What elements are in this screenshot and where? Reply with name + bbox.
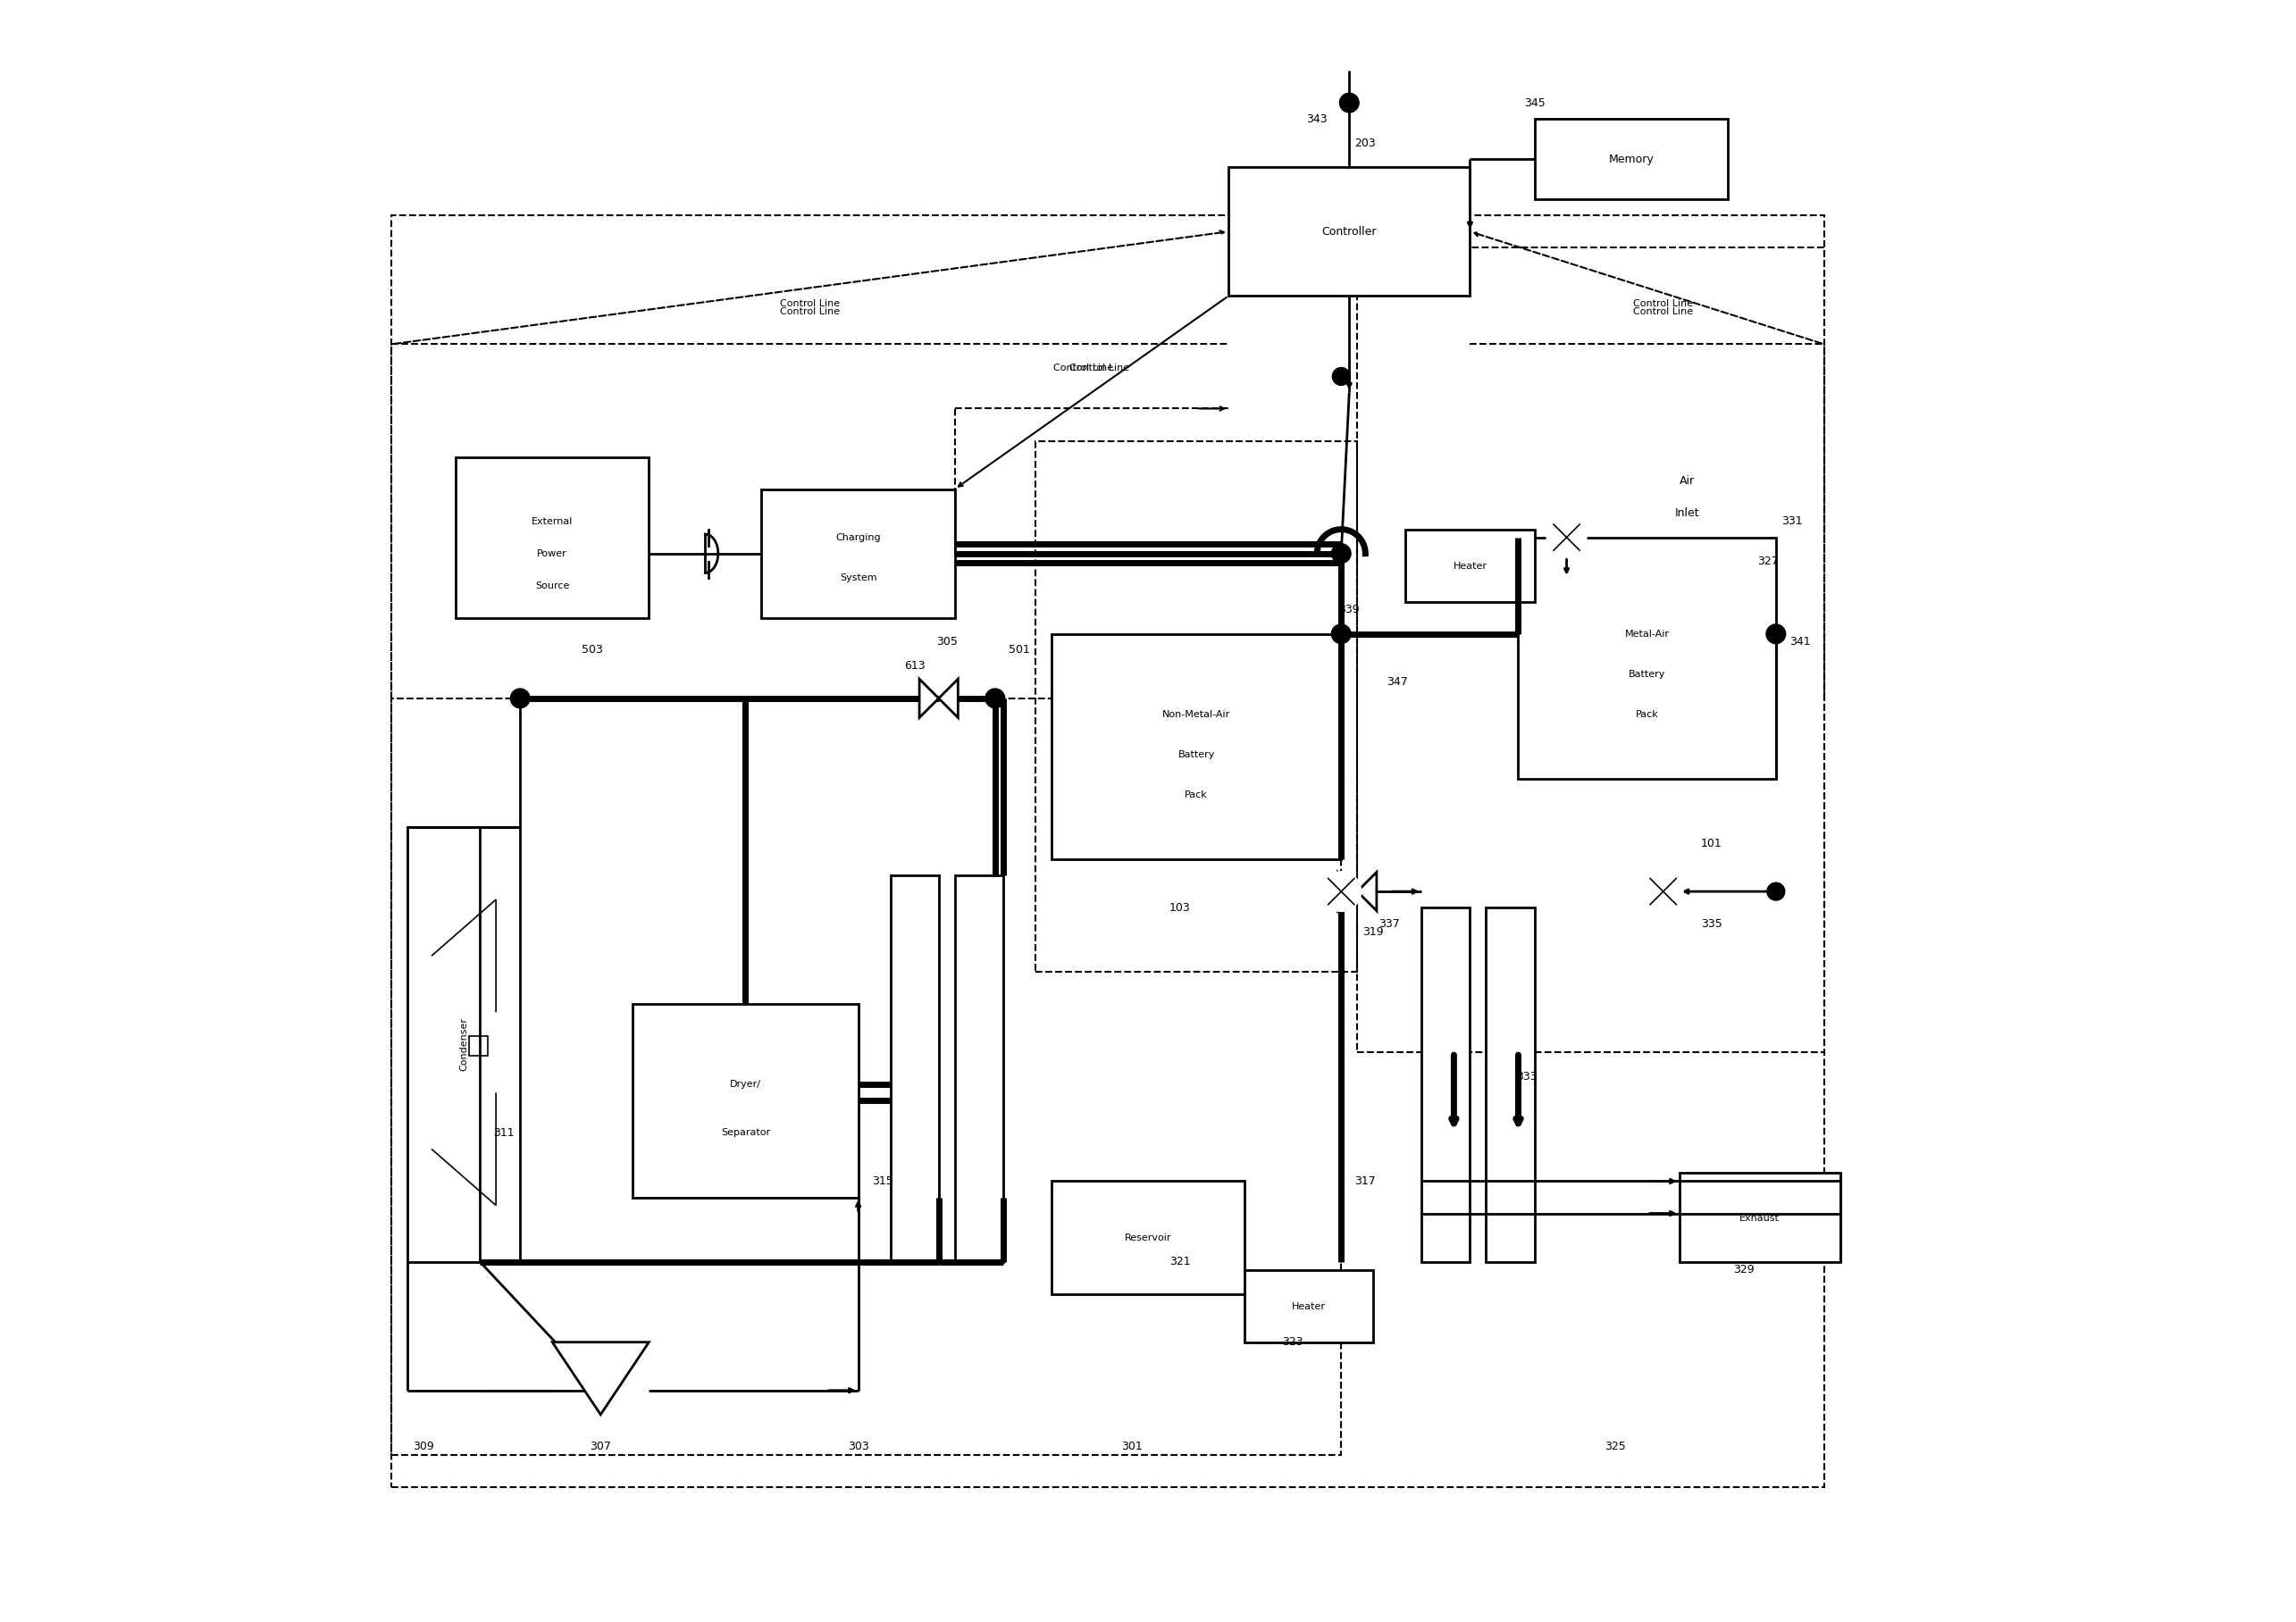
Text: 301: 301 (1120, 1440, 1143, 1453)
Text: 503: 503 (581, 644, 604, 655)
Text: 329: 329 (1733, 1264, 1754, 1275)
Bar (891, 876, 939, 1262)
Text: 341: 341 (1789, 636, 1812, 647)
Circle shape (1644, 873, 1683, 912)
Text: Memory: Memory (1607, 154, 1653, 165)
Bar (468, 1036, 489, 1056)
Text: 317: 317 (1355, 1176, 1375, 1187)
Text: Control Line: Control Line (1632, 300, 1692, 308)
Text: System: System (840, 573, 877, 582)
Text: 315: 315 (872, 1176, 893, 1187)
Circle shape (512, 689, 528, 707)
Text: Reservoir: Reservoir (1125, 1233, 1171, 1242)
Text: 331: 331 (1782, 516, 1802, 527)
Text: Heater: Heater (1453, 561, 1488, 571)
Text: Control Line: Control Line (781, 308, 840, 316)
Bar (1052, 1181, 1244, 1294)
Text: 347: 347 (1387, 676, 1407, 688)
Text: Pack: Pack (1185, 790, 1208, 800)
Circle shape (510, 689, 530, 707)
Bar (1244, 1270, 1373, 1341)
Text: Source: Source (535, 581, 569, 590)
Polygon shape (553, 1341, 650, 1414)
Text: 339: 339 (1339, 603, 1359, 616)
Text: Condenser: Condenser (459, 1017, 468, 1071)
Text: 311: 311 (494, 1127, 514, 1139)
Text: 323: 323 (1283, 1337, 1304, 1348)
Text: Charging: Charging (836, 534, 882, 542)
Polygon shape (939, 680, 957, 717)
Bar (1357, 248, 1825, 1053)
Text: Power: Power (537, 548, 567, 558)
Polygon shape (918, 680, 939, 717)
Text: Pack: Pack (1635, 710, 1658, 719)
Bar (1421, 908, 1469, 1262)
Text: 321: 321 (1169, 1255, 1192, 1267)
Circle shape (1768, 882, 1784, 900)
Text: 327: 327 (1756, 556, 1779, 568)
Text: Heater: Heater (1293, 1302, 1327, 1311)
Text: 325: 325 (1605, 1440, 1626, 1453)
Circle shape (1332, 624, 1350, 642)
Text: Inlet: Inlet (1676, 508, 1699, 519)
Bar (1678, 1173, 1841, 1262)
Circle shape (1339, 92, 1359, 112)
Bar (634, 1004, 859, 1197)
Text: 307: 307 (590, 1440, 611, 1453)
Text: 333: 333 (1515, 1071, 1536, 1082)
Circle shape (1332, 624, 1350, 644)
Bar (955, 876, 1003, 1262)
Text: 303: 303 (847, 1440, 868, 1453)
Text: 305: 305 (937, 636, 957, 647)
Bar (1405, 529, 1534, 602)
Text: Non-Metal-Air: Non-Metal-Air (1162, 710, 1231, 719)
Circle shape (987, 689, 1003, 707)
Circle shape (1332, 368, 1350, 386)
Text: 335: 335 (1701, 918, 1722, 929)
Bar (1228, 167, 1469, 295)
Text: Control Line: Control Line (1070, 363, 1130, 373)
Text: 337: 337 (1380, 918, 1401, 929)
Circle shape (1548, 517, 1587, 556)
Bar (1052, 634, 1341, 860)
Text: Battery: Battery (1628, 670, 1665, 678)
Text: Dryer/: Dryer/ (730, 1080, 762, 1088)
Circle shape (1332, 543, 1350, 563)
Bar (390, 699, 1341, 1455)
Text: 309: 309 (413, 1440, 434, 1453)
Text: External: External (533, 517, 574, 526)
Text: Control Line: Control Line (1632, 308, 1692, 316)
Text: Control Line: Control Line (1054, 363, 1114, 373)
Bar (390, 216, 1825, 1487)
Text: 103: 103 (1169, 902, 1192, 913)
Bar (1518, 537, 1775, 779)
Circle shape (1766, 624, 1786, 644)
Text: 613: 613 (905, 660, 925, 672)
Text: Battery: Battery (1178, 751, 1215, 759)
Polygon shape (1357, 873, 1378, 912)
Text: Control Line: Control Line (781, 300, 840, 308)
Text: 203: 203 (1355, 138, 1375, 149)
Bar (455, 457, 650, 618)
Bar (406, 827, 521, 1262)
Text: Exhaust: Exhaust (1740, 1213, 1779, 1223)
Text: 319: 319 (1364, 926, 1384, 938)
Polygon shape (1339, 873, 1357, 912)
Bar (1534, 118, 1727, 200)
Circle shape (985, 689, 1006, 707)
Text: 501: 501 (1008, 644, 1031, 655)
Text: Separator: Separator (721, 1129, 769, 1137)
Text: 345: 345 (1525, 97, 1545, 109)
Bar (762, 490, 955, 618)
Text: Metal-Air: Metal-Air (1626, 629, 1669, 639)
Text: 343: 343 (1306, 114, 1327, 125)
Text: 101: 101 (1701, 837, 1722, 848)
Text: Controller: Controller (1322, 225, 1378, 237)
Text: Air: Air (1681, 475, 1694, 487)
Bar (1486, 908, 1534, 1262)
Circle shape (1322, 873, 1362, 912)
Bar (1035, 441, 1357, 972)
